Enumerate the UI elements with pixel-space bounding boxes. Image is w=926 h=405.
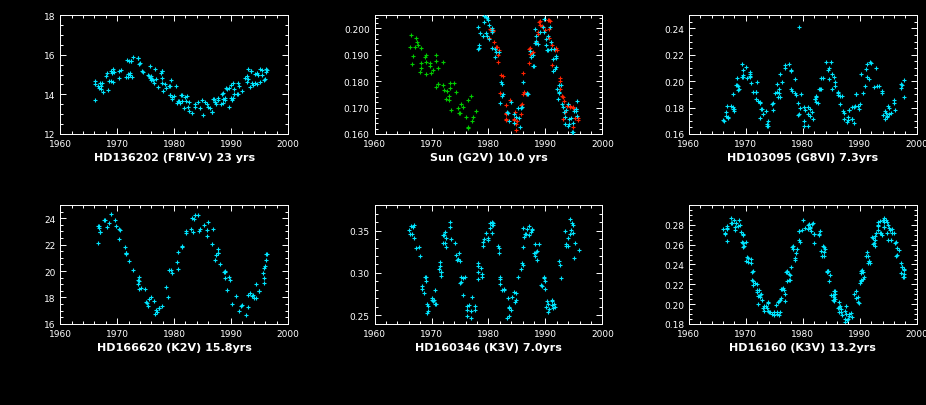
X-axis label: HD160346 (K3V) 7.0yrs: HD160346 (K3V) 7.0yrs — [415, 342, 562, 352]
X-axis label: Sun (G2V) 10.0 yrs: Sun (G2V) 10.0 yrs — [430, 153, 547, 162]
X-axis label: HD103095 (G8VI) 7.3yrs: HD103095 (G8VI) 7.3yrs — [727, 153, 879, 162]
X-axis label: HD16160 (K3V) 13.2yrs: HD16160 (K3V) 13.2yrs — [730, 342, 876, 352]
X-axis label: HD136202 (F8IV-V) 23 yrs: HD136202 (F8IV-V) 23 yrs — [94, 153, 255, 162]
X-axis label: HD166620 (K2V) 15.8yrs: HD166620 (K2V) 15.8yrs — [96, 342, 252, 352]
